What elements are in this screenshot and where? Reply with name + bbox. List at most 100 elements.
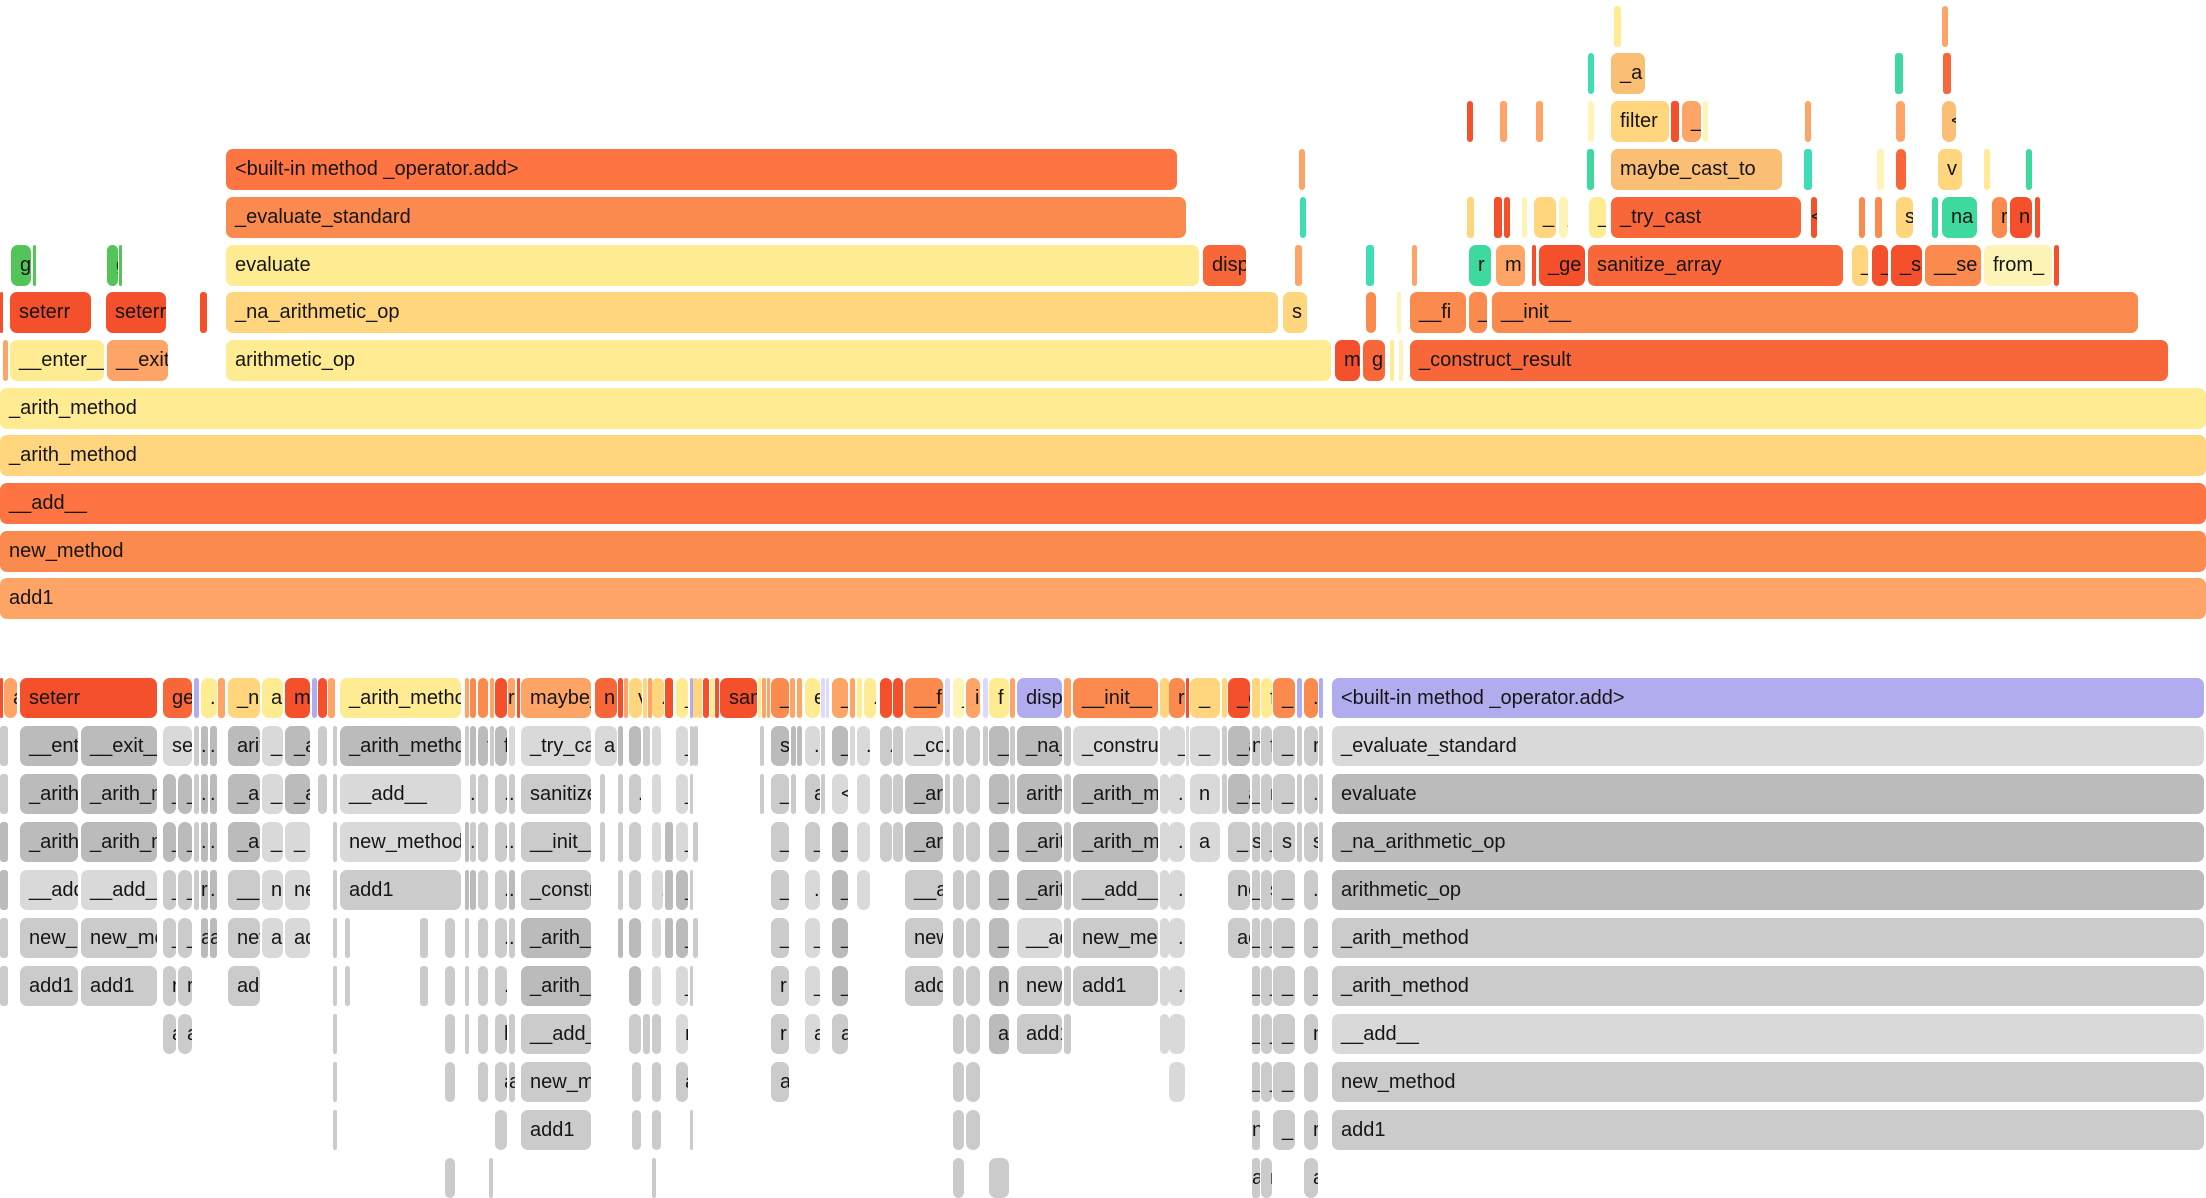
inverted-flame-graph-frame-maybe_cast_to[interactable]: maybe_cast_to: [521, 678, 591, 718]
inverted-flame-graph-frame[interactable]: [1222, 726, 1227, 766]
inverted-flame-graph-frame[interactable]: [333, 1014, 337, 1054]
inverted-flame-graph-frame-_arith_method[interactable]: _arith_method: [340, 678, 461, 718]
inverted-flame-graph-frame[interactable]: [509, 1014, 515, 1054]
inverted-flame-graph-frame-new_method[interactable]: new_method: [340, 822, 461, 862]
inverted-flame-graph-frame-r[interactable]: r: [508, 678, 515, 718]
inverted-flame-graph-frame[interactable]: [465, 678, 469, 718]
inverted-flame-graph-frame-r[interactable]: r: [771, 966, 789, 1006]
inverted-flame-graph-frame[interactable]: [629, 918, 641, 958]
inverted-flame-graph-frame-_[interactable]: _: [771, 918, 789, 958]
inverted-flame-graph-frame-_[interactable]: _: [676, 822, 688, 862]
inverted-flame-graph-frame[interactable]: [693, 822, 698, 862]
inverted-flame-graph-frame[interactable]: [194, 822, 199, 862]
inverted-flame-graph-frame[interactable]: [1010, 774, 1015, 814]
inverted-flame-graph-frame-__add__[interactable]: __add__: [20, 870, 78, 910]
inverted-flame-graph-frame[interactable]: [821, 678, 825, 718]
inverted-flame-graph-frame-seterr[interactable]: seterr: [20, 678, 157, 718]
flame-graph-frame-filter[interactable]: filter: [1611, 101, 1669, 142]
flame-graph-frame-__add__[interactable]: __add__: [0, 483, 2206, 524]
flame-graph-frame-g[interactable]: g: [11, 245, 31, 286]
flame-graph-frame-m[interactable]: m: [1335, 340, 1360, 381]
inverted-flame-graph-frame[interactable]: [693, 918, 698, 958]
inverted-flame-graph-frame-_[interactable]: _: [163, 918, 176, 958]
inverted-flame-graph-frame-_[interactable]: _: [1252, 918, 1260, 958]
inverted-flame-graph-frame[interactable]: [445, 1062, 455, 1102]
inverted-flame-graph-frame-s[interactable]: s: [1252, 822, 1260, 862]
inverted-flame-graph-frame[interactable]: [1010, 678, 1015, 718]
inverted-flame-graph-frame[interactable]: [953, 822, 964, 862]
inverted-flame-graph-frame[interactable]: [194, 726, 199, 766]
inverted-flame-graph-frame[interactable]: [966, 966, 980, 1006]
inverted-flame-graph-frame[interactable]: [333, 966, 337, 1006]
inverted-flame-graph-frame[interactable]: .: [509, 918, 515, 958]
inverted-flame-graph-frame[interactable]: [966, 726, 980, 766]
inverted-flame-graph-frame-sanitize_array[interactable]: sanitize_array: [720, 678, 757, 718]
inverted-flame-graph-frame-_[interactable]: _: [832, 918, 848, 958]
flame-graph-frame-__fi[interactable]: __fi: [1410, 292, 1466, 333]
inverted-flame-graph-frame-f[interactable]: f: [989, 678, 1009, 718]
inverted-flame-graph-frame-r[interactable]: r: [1304, 1110, 1318, 1150]
inverted-flame-graph-frame-arithmetic_op[interactable]: arithmetic_op: [1017, 774, 1062, 814]
inverted-flame-graph-frame[interactable]: .: [1169, 822, 1185, 862]
inverted-flame-graph-frame-_c[interactable]: _c: [1228, 678, 1250, 718]
inverted-flame-graph-frame[interactable]: [420, 918, 428, 958]
flame-graph-frame-_[interactable]: _: [1469, 292, 1487, 333]
inverted-flame-graph-frame-sanitize_array[interactable]: sanitize_array: [521, 774, 591, 814]
inverted-flame-graph-frame-add1[interactable]: add1: [1073, 966, 1158, 1006]
inverted-flame-graph-frame-_[interactable]: _: [1169, 726, 1185, 766]
flame-graph-frame-_try_cast[interactable]: _try_cast: [1611, 197, 1801, 238]
inverted-flame-graph-frame-__add__[interactable]: __add__: [1017, 918, 1062, 958]
inverted-flame-graph-frame-__add__[interactable]: __add__: [340, 774, 461, 814]
inverted-flame-graph-frame[interactable]: .: [652, 726, 661, 766]
flame-graph-frame-_[interactable]: _: [1682, 101, 1701, 142]
inverted-flame-graph-frame-_arith_method[interactable]: _arith_method: [285, 726, 310, 766]
inverted-flame-graph-frame-_arith_method[interactable]: _arith_method: [1017, 822, 1062, 862]
inverted-flame-graph-frame-_[interactable]: _: [1304, 918, 1318, 958]
inverted-flame-graph-frame-a[interactable]: a: [595, 726, 617, 766]
inverted-flame-graph-frame[interactable]: [333, 1062, 337, 1102]
inverted-flame-graph-frame[interactable]: [465, 822, 469, 862]
flame-graph-frame[interactable]: [2054, 245, 2059, 286]
inverted-flame-graph-frame[interactable]: [945, 774, 950, 814]
inverted-flame-graph-frame[interactable]: .: [652, 966, 661, 1006]
inverted-flame-graph-frame-a[interactable]: a: [210, 918, 217, 958]
inverted-flame-graph-frame[interactable]: .: [1169, 870, 1185, 910]
inverted-flame-graph-frame[interactable]: [760, 726, 764, 766]
inverted-flame-graph-frame[interactable]: [953, 1158, 964, 1198]
inverted-flame-graph-frame-n[interactable]: n: [595, 678, 617, 718]
inverted-flame-graph-frame-m[interactable]: m: [285, 678, 310, 718]
flame-graph-frame-s[interactable]: s: [1283, 292, 1307, 333]
flame-graph-frame[interactable]: [3, 340, 8, 381]
inverted-flame-graph-frame[interactable]: [983, 678, 988, 718]
inverted-flame-graph-frame[interactable]: .: [880, 726, 892, 766]
inverted-flame-graph-frame[interactable]: [618, 870, 623, 910]
inverted-flame-graph-frame[interactable]: [333, 822, 337, 862]
flame-graph-frame[interactable]: [1703, 101, 1708, 142]
inverted-flame-graph-frame[interactable]: [1064, 870, 1071, 910]
inverted-flame-graph-frame-_[interactable]: _: [1273, 1062, 1295, 1102]
inverted-flame-graph-frame[interactable]: [632, 1062, 641, 1102]
inverted-flame-graph-frame[interactable]: [1297, 774, 1302, 814]
inverted-flame-graph-frame-a[interactable]: a: [1304, 1158, 1318, 1198]
inverted-flame-graph-frame-s[interactable]: s: [771, 726, 789, 766]
inverted-flame-graph-frame[interactable]: .: [945, 726, 950, 766]
inverted-flame-graph-frame-n[interactable]: n: [1252, 726, 1260, 766]
inverted-flame-graph-frame[interactable]: [0, 822, 8, 862]
inverted-flame-graph-frame[interactable]: [618, 774, 623, 814]
inverted-flame-graph-frame-_[interactable]: _: [163, 822, 176, 862]
inverted-flame-graph-frame[interactable]: [953, 1062, 964, 1102]
inverted-flame-graph-frame[interactable]: [857, 822, 870, 862]
flame-graph-frame[interactable]: [1295, 245, 1302, 286]
flame-graph-frame[interactable]: <: [1366, 292, 1376, 333]
inverted-flame-graph-frame[interactable]: [893, 678, 903, 718]
flame-graph-frame[interactable]: [1587, 149, 1594, 190]
inverted-flame-graph-frame-_try_cast[interactable]: _try_cast: [521, 726, 591, 766]
inverted-flame-graph-frame-_[interactable]: _: [163, 774, 176, 814]
flame-graph-frame-g[interactable]: g: [107, 245, 118, 286]
inverted-flame-graph-frame[interactable]: [0, 918, 8, 958]
inverted-flame-graph-frame-_[interactable]: _: [676, 726, 688, 766]
inverted-flame-graph-frame[interactable]: .: [652, 678, 664, 718]
inverted-flame-graph-frame[interactable]: [333, 1110, 337, 1150]
inverted-flame-graph-frame[interactable]: [953, 870, 964, 910]
inverted-flame-graph-frame[interactable]: [791, 726, 796, 766]
